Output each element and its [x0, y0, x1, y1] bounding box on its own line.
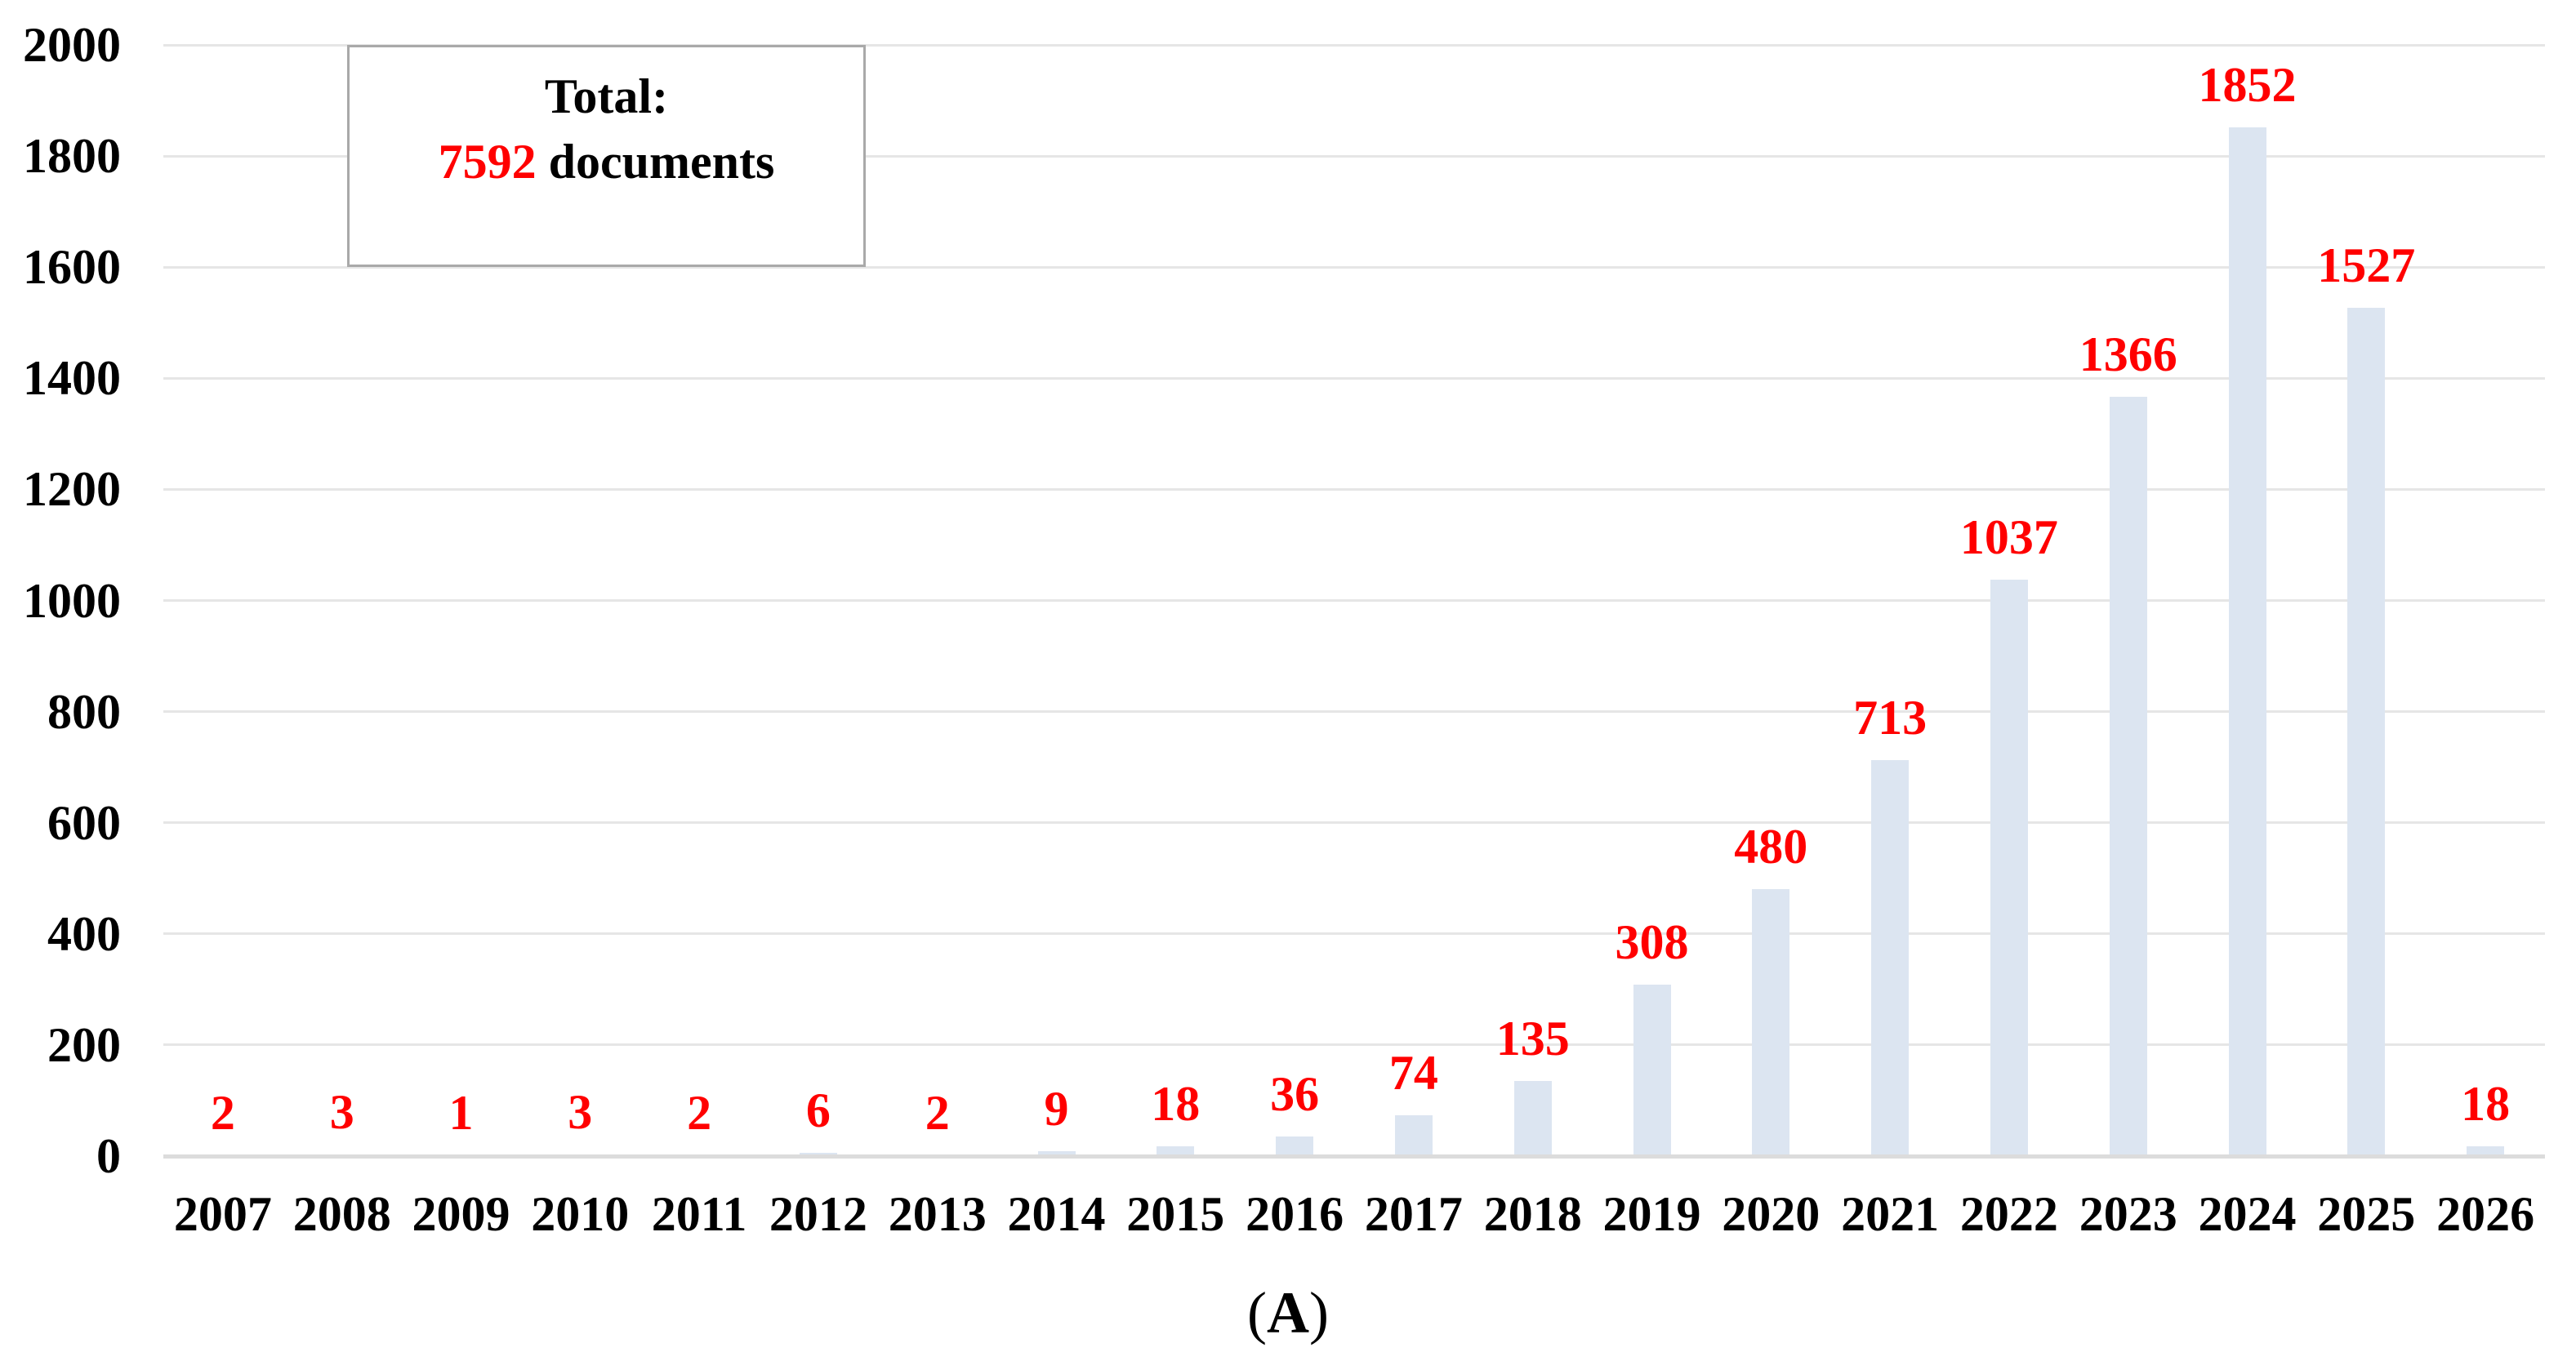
y-tick-1000: 1000 — [23, 573, 121, 628]
value-label-2018: 135 — [1495, 1012, 1570, 1066]
y-tick-1600: 1600 — [23, 240, 121, 295]
gridline-2000 — [163, 43, 2545, 47]
value-label-2026: 18 — [2461, 1076, 2511, 1131]
x-tick-2025: 2025 — [2317, 1187, 2416, 1241]
value-label-2007: 2 — [210, 1085, 235, 1140]
value-label-2009: 1 — [448, 1086, 474, 1141]
x-tick-2019: 2019 — [1602, 1187, 1701, 1241]
value-label-2025: 1527 — [2317, 238, 2416, 292]
total-annotation-line: 7592 documents — [350, 129, 863, 194]
bar-2019 — [1633, 985, 1671, 1156]
caption-close-paren: ) — [1309, 1280, 1329, 1346]
value-label-2022: 1037 — [1959, 510, 2058, 565]
value-label-2008: 3 — [329, 1084, 354, 1139]
value-label-2021: 713 — [1853, 690, 1928, 745]
bar-2018 — [1513, 1081, 1552, 1156]
bar-2024 — [2228, 127, 2266, 1156]
bar-2017 — [1394, 1114, 1433, 1156]
bar-2023 — [2109, 397, 2147, 1156]
y-tick-1400: 1400 — [23, 351, 121, 406]
gridline-200 — [163, 1043, 2545, 1047]
bar-2015 — [1157, 1145, 1195, 1156]
value-label-2020: 480 — [1734, 820, 1808, 874]
x-axis: 2007 2008 2009 2010 2011 2012 2013 2014 2015 2016… — [163, 1188, 2545, 1245]
gridline-1800 — [163, 154, 2545, 158]
x-tick-2010: 2010 — [531, 1187, 630, 1241]
bar-2021 — [1871, 759, 1910, 1156]
value-label-2019: 308 — [1615, 915, 1689, 970]
x-tick-2026: 2026 — [2436, 1187, 2535, 1241]
y-tick-2000: 2000 — [23, 18, 121, 72]
y-axis: 0 200 400 600 800 1000 1200 1400 1600 1800 2000 — [0, 20, 121, 1181]
x-tick-2015: 2015 — [1126, 1187, 1225, 1241]
x-tick-2012: 2012 — [769, 1187, 867, 1241]
value-label-2013: 2 — [925, 1085, 950, 1140]
value-label-2011: 2 — [687, 1085, 712, 1140]
y-tick-1200: 1200 — [23, 462, 121, 517]
value-label-2023: 1366 — [2079, 327, 2177, 382]
x-tick-2022: 2022 — [1959, 1187, 2058, 1241]
y-tick-600: 600 — [47, 795, 121, 850]
x-tick-2021: 2021 — [1841, 1187, 1940, 1241]
x-tick-2008: 2008 — [292, 1187, 391, 1241]
value-label-2012: 6 — [805, 1083, 831, 1137]
x-tick-2007: 2007 — [173, 1187, 272, 1241]
bar-2020 — [1752, 889, 1790, 1156]
y-tick-0: 0 — [96, 1129, 121, 1183]
value-label-2014: 9 — [1044, 1081, 1069, 1136]
gridline-600 — [163, 821, 2545, 825]
y-tick-200: 200 — [47, 1017, 121, 1072]
gridline-400 — [163, 932, 2545, 936]
total-suffix: documents — [536, 135, 775, 189]
x-tick-2009: 2009 — [412, 1187, 510, 1241]
value-label-2015: 18 — [1151, 1076, 1201, 1131]
x-tick-2017: 2017 — [1364, 1187, 1463, 1241]
plot-area: 2 3 1 3 2 6 2 9 18 36 74 135 308 480 713 1037 1366 1852 15… — [163, 43, 2545, 1159]
bar-2016 — [1276, 1136, 1314, 1156]
x-tick-2016: 2016 — [1246, 1187, 1344, 1241]
gridline-1400 — [163, 376, 2545, 380]
x-tick-2023: 2023 — [2079, 1187, 2177, 1241]
value-label-2016: 36 — [1270, 1066, 1320, 1121]
caption-letter: A — [1267, 1280, 1309, 1346]
x-tick-2011: 2011 — [651, 1187, 747, 1241]
x-tick-2014: 2014 — [1007, 1187, 1106, 1241]
bar-2026 — [2467, 1145, 2505, 1156]
figure-caption: (A) — [0, 1280, 2576, 1346]
bar-2025 — [2347, 307, 2386, 1156]
caption-open-paren: ( — [1247, 1280, 1267, 1346]
value-label-2024: 1852 — [2198, 57, 2297, 112]
y-tick-1800: 1800 — [23, 129, 121, 184]
gridline-1200 — [163, 487, 2545, 491]
y-tick-800: 800 — [47, 684, 121, 739]
bar-2022 — [1990, 580, 2028, 1156]
y-tick-400: 400 — [47, 906, 121, 961]
gridline-1000 — [163, 599, 2545, 602]
x-tick-2018: 2018 — [1483, 1187, 1582, 1241]
x-tick-2024: 2024 — [2198, 1187, 2297, 1241]
bar-2014 — [1037, 1150, 1076, 1156]
gridline-800 — [163, 710, 2545, 714]
total-annotation-title: Total: — [544, 69, 669, 123]
value-label-2017: 74 — [1388, 1045, 1438, 1100]
x-tick-2020: 2020 — [1722, 1187, 1821, 1241]
gridline-1600 — [163, 265, 2545, 269]
value-label-2010: 3 — [568, 1084, 593, 1139]
total-count: 7592 — [438, 135, 537, 189]
total-annotation-box: Total: 7592 documents — [347, 45, 866, 267]
x-axis-baseline — [163, 1154, 2545, 1159]
x-tick-2013: 2013 — [888, 1187, 987, 1241]
